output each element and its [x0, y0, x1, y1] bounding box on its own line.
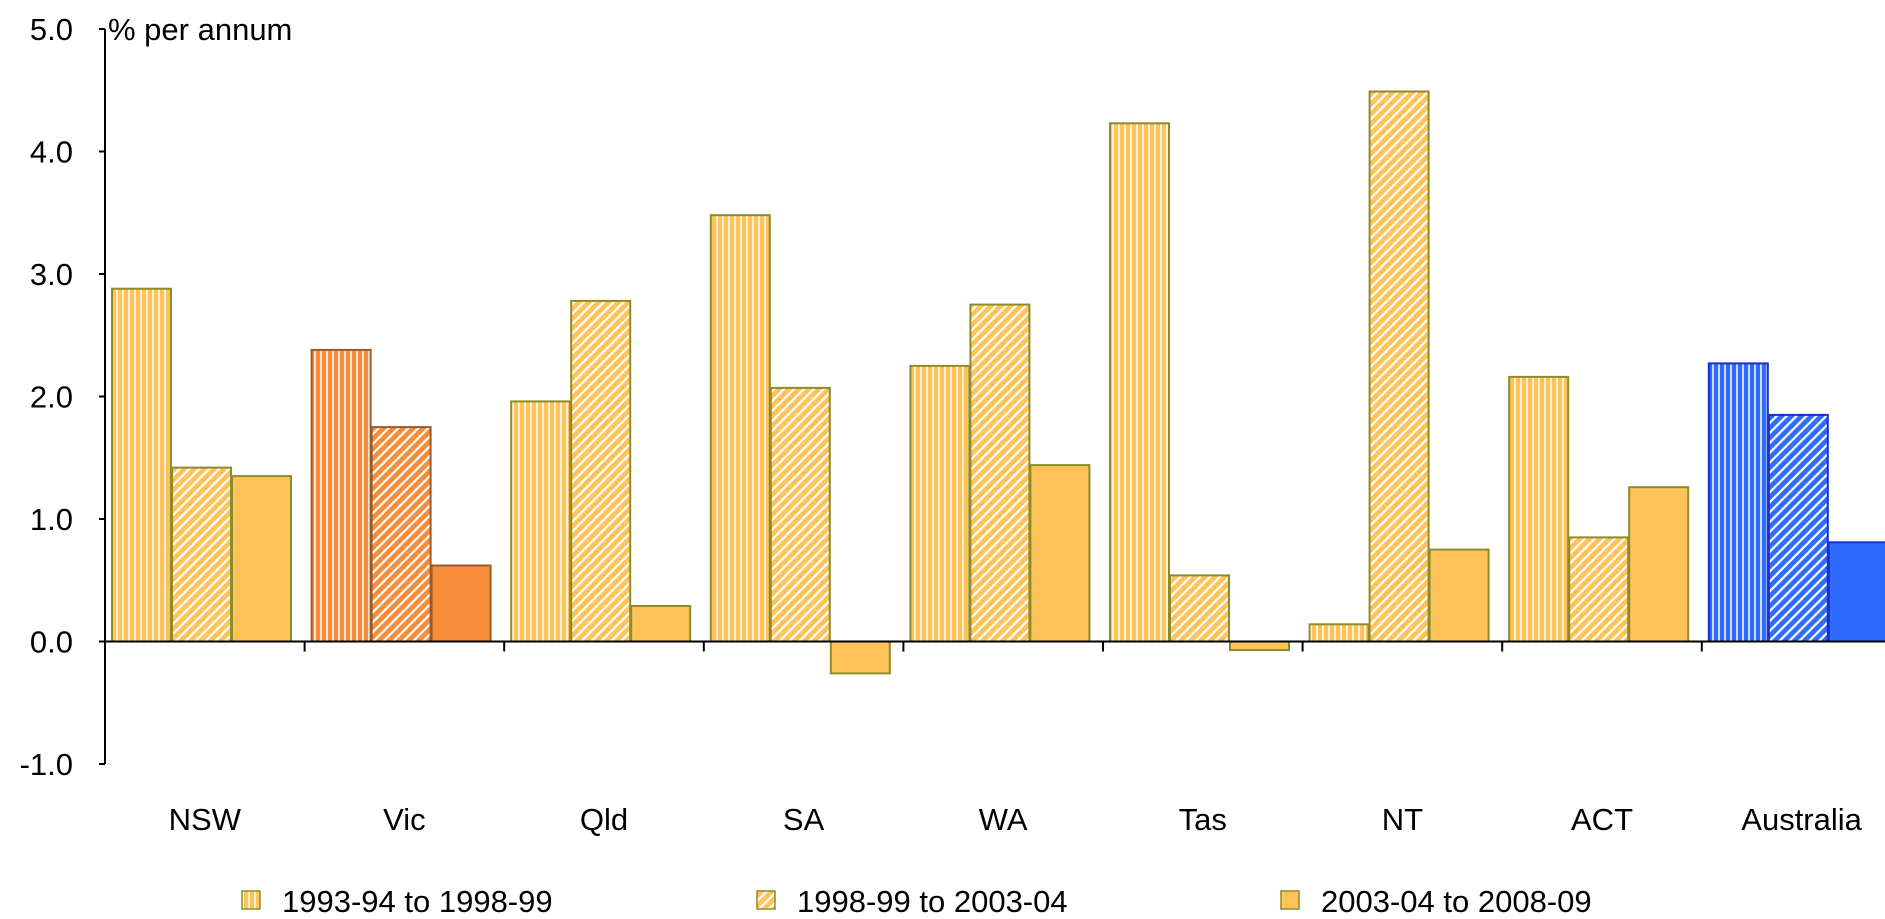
bar-australia-series-3 — [1827, 541, 1885, 643]
bar-australia-series-1 — [1707, 362, 1769, 643]
bar-wa-series-3 — [1029, 464, 1091, 643]
bar-wa-series-1 — [909, 364, 971, 643]
bar-sa-series-3 — [829, 640, 891, 675]
x-tick-label-qld: Qld — [580, 802, 628, 837]
bar-act-series-2 — [1568, 536, 1630, 643]
legend-swatch-series-1 — [241, 890, 261, 910]
y-axis-unit-label: % per annum — [108, 12, 292, 47]
y-tick-label: 4.0 — [30, 135, 73, 170]
y-tick-label: 1.0 — [30, 502, 73, 537]
bar-act-series-3 — [1628, 486, 1690, 643]
x-tick-label-nt: NT — [1382, 802, 1423, 837]
legend-label-series-1: 1993-94 to 1998-99 — [282, 884, 553, 919]
y-tick-label: 0.0 — [30, 625, 73, 660]
bars-group — [111, 90, 1885, 675]
bar-vic-series-1 — [310, 348, 372, 643]
legend-swatch-series-3 — [1280, 890, 1300, 910]
x-tick-label-wa: WA — [979, 802, 1028, 837]
bar-qld-series-3 — [630, 605, 692, 643]
bar-nt-series-3 — [1428, 548, 1490, 643]
bar-tas-series-2 — [1169, 574, 1230, 643]
bar-nt-series-2 — [1368, 90, 1430, 643]
bar-vic-series-3 — [430, 564, 492, 643]
x-tick-label-australia: Australia — [1741, 802, 1862, 837]
bar-act-series-1 — [1508, 375, 1570, 643]
bar-australia-series-2 — [1767, 413, 1829, 643]
legend-label-series-3: 2003-04 to 2008-09 — [1321, 884, 1592, 919]
bar-qld-series-2 — [570, 299, 632, 643]
bar-sa-series-1 — [709, 214, 771, 643]
x-tick-label-act: ACT — [1571, 802, 1633, 837]
bar-nsw-series-3 — [231, 475, 292, 643]
bar-nsw-series-1 — [111, 287, 172, 643]
x-tick-label-tas: Tas — [1179, 802, 1227, 837]
x-tick-label-sa: SA — [783, 802, 825, 837]
bar-nsw-series-2 — [171, 466, 232, 643]
bar-nt-series-1 — [1308, 623, 1370, 643]
bar-vic-series-2 — [370, 426, 432, 643]
bar-wa-series-2 — [969, 303, 1031, 643]
legend-swatch-series-2 — [756, 890, 776, 910]
x-tick-label-nsw: NSW — [169, 802, 242, 837]
x-tick-label-vic: Vic — [383, 802, 426, 837]
bar-tas-series-1 — [1109, 122, 1170, 643]
bar-tas-series-3 — [1229, 640, 1290, 652]
legend: 1993-94 to 1998-99 1998-99 to 2003-04 2003… — [241, 884, 1592, 919]
y-tick-label: 3.0 — [30, 257, 73, 292]
y-tick-label: 5.0 — [30, 12, 73, 47]
legend-label-series-2: 1998-99 to 2003-04 — [797, 884, 1068, 919]
y-tick-label: -1.0 — [20, 747, 73, 782]
bar-sa-series-2 — [769, 386, 831, 643]
axes-group: -1.0 0.0 1.0 2.0 3.0 4.0 5.0 NSW Vic Qld SA WA Tas NT… — [20, 12, 1885, 837]
bar-qld-series-1 — [510, 400, 572, 643]
y-tick-label: 2.0 — [30, 380, 73, 415]
